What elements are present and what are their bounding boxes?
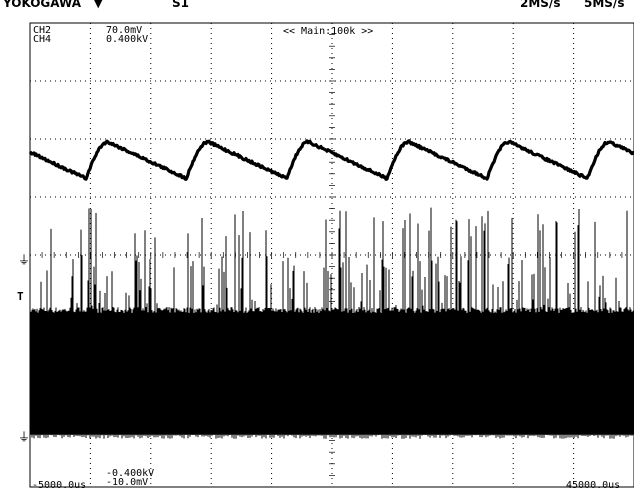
ch4-switching-band <box>30 313 634 435</box>
ch4-offset: -0.400kV <box>106 468 155 479</box>
ch4-scale: 0.400kV <box>106 34 149 45</box>
ch4-band-bottom-edge <box>29 434 633 439</box>
ch2-ripple-trace <box>28 139 634 181</box>
ground-marker-lower-icon: ⏚ <box>18 430 31 444</box>
ground-marker-upper-icon: ⏚ <box>18 253 31 267</box>
brand-label: YOKOGAWA <box>3 0 82 10</box>
zoom-label: << Main:100k >> <box>283 26 374 37</box>
ch4-spikes <box>29 207 634 313</box>
ch4-label: CH4 <box>33 34 52 45</box>
ch2-scale: 70.0mV <box>106 25 143 36</box>
sample-rate-2: 5MS/s <box>584 0 625 10</box>
header-center-text: S1 <box>172 0 189 10</box>
trigger-level-marker-icon: T <box>17 290 24 303</box>
ch4-waveform <box>29 207 634 439</box>
ch2-label: CH2 <box>33 25 52 36</box>
ch2-waveform <box>28 139 634 181</box>
ch2-offset: -10.0mV <box>106 477 149 488</box>
trigger-position-icon: ▼ <box>94 0 103 10</box>
time-start-label: -5000.0us <box>32 480 87 491</box>
time-end-label: 45000.0us <box>566 480 621 491</box>
sample-rate-1: 2MS/s <box>520 0 561 10</box>
